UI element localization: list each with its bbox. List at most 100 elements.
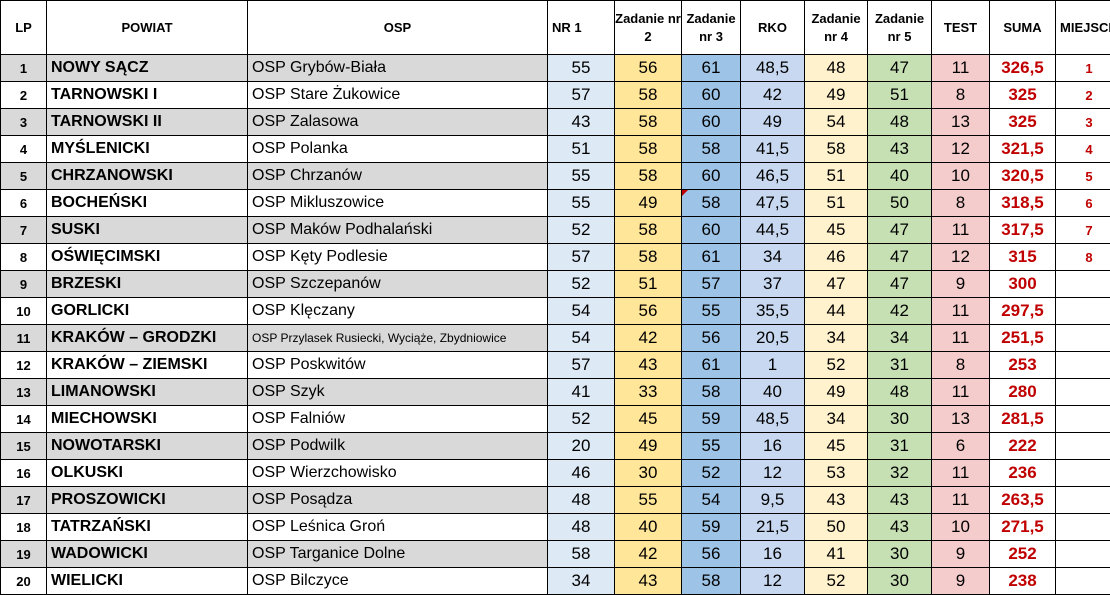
cell-zadanie-3: 54 (681, 486, 741, 514)
cell-zadanie-3: 60 (681, 162, 741, 190)
cell-miejsce (1055, 486, 1110, 514)
cell-zadanie-5: 40 (867, 162, 932, 190)
cell-nr1: 57 (547, 81, 615, 109)
cell-miejsce (1055, 432, 1110, 460)
cell-powiat: TARNOWSKI II (46, 108, 248, 136)
cell-zadanie-5: 31 (867, 432, 932, 460)
cell-nr1: 52 (547, 216, 615, 244)
cell-zadanie-4: 51 (804, 162, 868, 190)
cell-zadanie-3: 61 (681, 243, 741, 271)
cell-powiat: CHRZANOWSKI (46, 162, 248, 190)
cell-lp: 9 (0, 270, 47, 298)
cell-rko: 35,5 (740, 297, 805, 325)
cell-zadanie-3: 58 (681, 189, 741, 217)
table-row: 20 WIELICKI OSP Bilczyce 34 43 58 12 52 30 9 238 (0, 567, 1110, 595)
cell-rko: 37 (740, 270, 805, 298)
cell-miejsce: 7 (1055, 216, 1110, 244)
cell-lp: 8 (0, 243, 47, 271)
cell-test: 12 (931, 243, 990, 271)
cell-suma: 238 (989, 567, 1056, 595)
header-miejsce: MIEJSCE (1055, 0, 1110, 55)
cell-zadanie-5: 48 (867, 108, 932, 136)
cell-miejsce (1055, 459, 1110, 487)
header-rko: RKO (740, 0, 805, 55)
header-test: TEST (931, 0, 990, 55)
table-row: 15 NOWOTARSKI OSP Podwilk 20 49 55 16 45 31 6 222 (0, 432, 1110, 460)
cell-zadanie-4: 48 (804, 54, 868, 82)
cell-osp: OSP Szyk (247, 378, 548, 406)
cell-zadanie-4: 44 (804, 297, 868, 325)
cell-zadanie-2: 58 (614, 81, 682, 109)
cell-suma: 320,5 (989, 162, 1056, 190)
cell-test: 11 (931, 459, 990, 487)
cell-zadanie-2: 58 (614, 108, 682, 136)
cell-nr1: 58 (547, 540, 615, 568)
cell-suma: 297,5 (989, 297, 1056, 325)
cell-miejsce: 4 (1055, 135, 1110, 163)
cell-zadanie-4: 43 (804, 486, 868, 514)
cell-lp: 5 (0, 162, 47, 190)
cell-miejsce (1055, 378, 1110, 406)
cell-powiat: GORLICKI (46, 297, 248, 325)
cell-nr1: 54 (547, 297, 615, 325)
cell-nr1: 41 (547, 378, 615, 406)
cell-lp: 14 (0, 405, 47, 433)
table-row: 8 OŚWIĘCIMSKI OSP Kęty Podlesie 57 58 61 34 46 4… (0, 243, 1110, 271)
cell-zadanie-3: 57 (681, 270, 741, 298)
cell-lp: 6 (0, 189, 47, 217)
cell-miejsce: 6 (1055, 189, 1110, 217)
cell-rko: 21,5 (740, 513, 805, 541)
cell-lp: 20 (0, 567, 47, 595)
cell-test: 9 (931, 540, 990, 568)
cell-rko: 9,5 (740, 486, 805, 514)
cell-zadanie-4: 53 (804, 459, 868, 487)
cell-osp: OSP Targanice Dolne (247, 540, 548, 568)
cell-test: 13 (931, 108, 990, 136)
cell-osp: OSP Szczepanów (247, 270, 548, 298)
cell-zadanie-5: 43 (867, 135, 932, 163)
cell-powiat: OLKUSKI (46, 459, 248, 487)
header-nr1: NR 1 (547, 0, 615, 55)
cell-osp: OSP Podwilk (247, 432, 548, 460)
table-row: 16 OLKUSKI OSP Wierzchowisko 46 30 52 12 53 32 11… (0, 459, 1110, 487)
cell-zadanie-5: 47 (867, 243, 932, 271)
cell-zadanie-4: 47 (804, 270, 868, 298)
cell-osp: OSP Maków Podhalański (247, 216, 548, 244)
cell-osp: OSP Wierzchowisko (247, 459, 548, 487)
table-row: 5 CHRZANOWSKI OSP Chrzanów 55 58 60 46,5 51 40 10… (0, 162, 1110, 190)
cell-miejsce: 5 (1055, 162, 1110, 190)
cell-zadanie-3: 58 (681, 567, 741, 595)
cell-zadanie-2: 45 (614, 405, 682, 433)
cell-miejsce (1055, 270, 1110, 298)
header-row: LP POWIAT OSP NR 1 Zadanie nr 2 Zadanie … (0, 0, 1110, 55)
cell-zadanie-3: 58 (681, 378, 741, 406)
cell-nr1: 51 (547, 135, 615, 163)
cell-zadanie-2: 43 (614, 567, 682, 595)
cell-zadanie-3: 61 (681, 351, 741, 379)
cell-test: 6 (931, 432, 990, 460)
table-row: 9 BRZESKI OSP Szczepanów 52 51 57 37 47 47 9 300 (0, 270, 1110, 298)
cell-lp: 11 (0, 324, 47, 352)
cell-lp: 12 (0, 351, 47, 379)
cell-powiat: LIMANOWSKI (46, 378, 248, 406)
cell-suma: 318,5 (989, 189, 1056, 217)
cell-suma: 317,5 (989, 216, 1056, 244)
cell-suma: 326,5 (989, 54, 1056, 82)
cell-rko: 49 (740, 108, 805, 136)
cell-zadanie-4: 45 (804, 432, 868, 460)
cell-zadanie-5: 34 (867, 324, 932, 352)
cell-zadanie-2: 55 (614, 486, 682, 514)
table-row: 19 WADOWICKI OSP Targanice Dolne 58 42 56 16 41… (0, 540, 1110, 568)
cell-rko: 40 (740, 378, 805, 406)
cell-powiat: MIECHOWSKI (46, 405, 248, 433)
cell-powiat: NOWY SĄCZ (46, 54, 248, 82)
table-row: 3 TARNOWSKI II OSP Zalasowa 43 58 60 49 54 48 13 3… (0, 108, 1110, 136)
cell-osp: OSP Falniów (247, 405, 548, 433)
cell-rko: 1 (740, 351, 805, 379)
cell-powiat: SUSKI (46, 216, 248, 244)
header-osp: OSP (247, 0, 548, 55)
cell-zadanie-4: 41 (804, 540, 868, 568)
cell-suma: 253 (989, 351, 1056, 379)
cell-nr1: 55 (547, 189, 615, 217)
cell-osp: OSP Stare Żukowice (247, 81, 548, 109)
